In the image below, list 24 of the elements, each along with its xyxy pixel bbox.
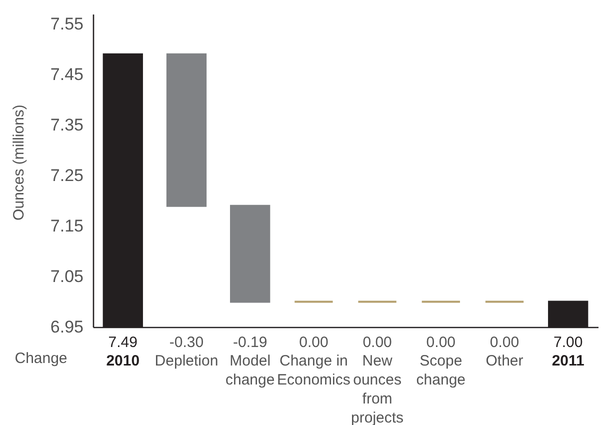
x-tick-label: Other xyxy=(486,352,524,370)
y-tick-label: 7.25 xyxy=(50,166,84,186)
y-tick-label: 7.05 xyxy=(50,267,84,286)
y-tick-label: 7.45 xyxy=(50,65,84,84)
text: Change xyxy=(14,350,68,367)
x-tick-label: Model change xyxy=(225,352,275,388)
y-tick-label: 7.55 xyxy=(50,14,84,34)
data-label: 7.49 xyxy=(108,334,138,351)
data-label: 7.00 xyxy=(554,334,583,351)
x-tick-label: Scope change xyxy=(416,352,466,388)
x-tick-label: 2010 xyxy=(106,352,140,370)
data-label: 0.00 xyxy=(362,334,392,351)
x-tick-label: Depletion xyxy=(154,352,218,370)
data-label: 0.00 xyxy=(490,334,520,351)
y-tick-label: 7.35 xyxy=(50,116,84,135)
x-tick-label: Change in Economics xyxy=(277,352,350,388)
y-tick-label: 7.15 xyxy=(50,216,84,236)
data-label: 0.00 xyxy=(299,334,328,351)
y-axis-title: Ounces (millions) xyxy=(10,104,28,220)
data-label: 0.00 xyxy=(426,334,456,351)
data-label: -0.19 xyxy=(232,334,268,351)
x-tick-label: 2011 xyxy=(552,352,584,370)
y-tick-label: 6.95 xyxy=(50,318,84,336)
data-label: -0.30 xyxy=(169,334,204,351)
